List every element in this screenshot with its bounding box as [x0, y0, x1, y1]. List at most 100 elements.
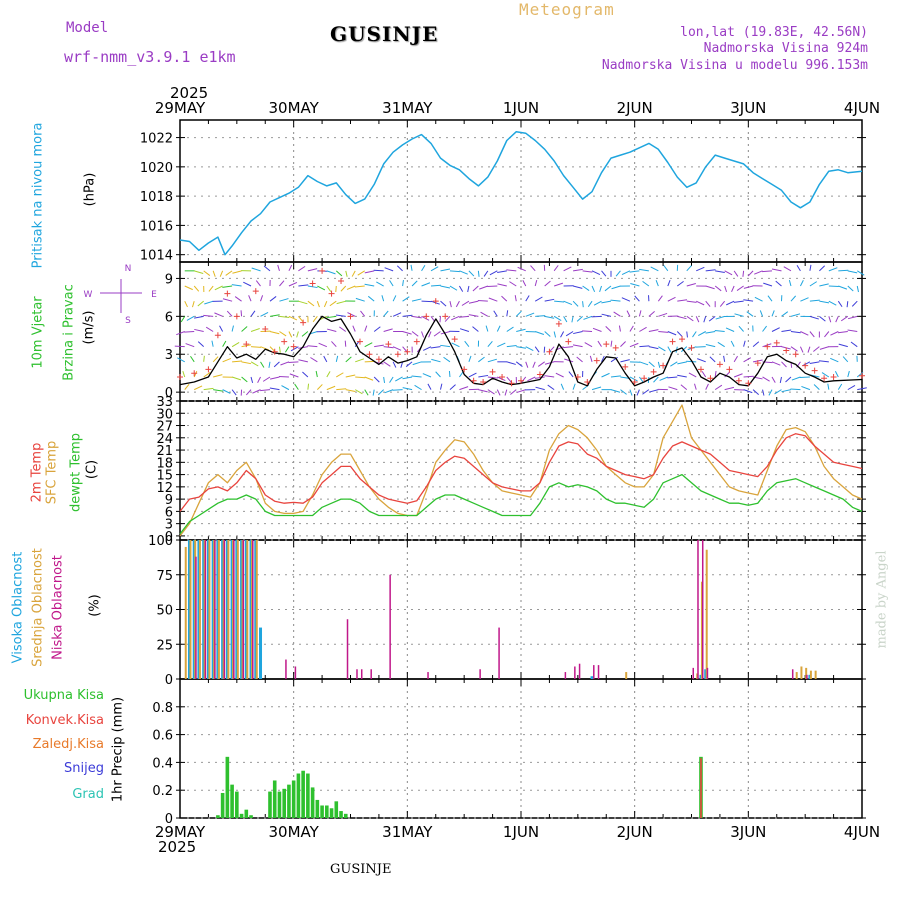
- wind-arrow: [197, 341, 205, 348]
- wind-arrow: [278, 346, 281, 353]
- wind-arrow: [847, 285, 854, 292]
- wind-gust-marker: [177, 373, 183, 380]
- wind-arrow: [535, 315, 546, 317]
- wind-arrow: [835, 316, 839, 323]
- wind-arrow: [346, 285, 356, 290]
- wind-arrow: [402, 296, 410, 302]
- temp-ytick-label: 27: [156, 420, 173, 435]
- wind-arrow: [458, 315, 469, 318]
- precip-total-bar: [220, 792, 225, 818]
- wind-arrow: [440, 268, 451, 272]
- low-cloud-bar: [479, 669, 481, 679]
- mid-cloud-bar: [246, 540, 249, 679]
- wind-arrow: [547, 384, 555, 391]
- wind-gust-marker: [688, 344, 695, 351]
- low-cloud-bar: [806, 674, 808, 679]
- wind-arrow: [384, 389, 394, 394]
- wind-arrow: [705, 331, 716, 334]
- wind-arrow: [402, 376, 413, 380]
- wind-arrow: [521, 376, 527, 383]
- low-cloud-bar: [214, 540, 216, 679]
- temp-ytick-label: 6: [165, 505, 173, 520]
- wind-arrow: [715, 315, 725, 320]
- wind-arrow: [487, 340, 493, 347]
- wind-gust-marker: [669, 338, 676, 345]
- wind-arrow: [620, 389, 627, 395]
- wind-arrow: [629, 389, 633, 396]
- wind-arrow: [754, 296, 763, 302]
- wind-arrow: [307, 300, 315, 307]
- wind-arrow: [440, 300, 447, 307]
- wind-arrow: [326, 285, 332, 292]
- wind-arrow: [582, 270, 593, 273]
- wind-arrow: [686, 300, 697, 303]
- wind-arrow: [597, 340, 602, 347]
- wind-arrow: [219, 325, 224, 332]
- wind-arrow: [212, 356, 219, 363]
- wind-arrow: [245, 389, 252, 396]
- wind-arrow: [205, 326, 214, 332]
- low-cloud-bar: [242, 540, 245, 679]
- precip-ytick-label: 0.6: [152, 729, 173, 744]
- wind-arrow: [525, 361, 529, 368]
- wind-arrow: [335, 270, 343, 277]
- precip-ytick-label: 0.4: [152, 756, 173, 771]
- wind-arrow: [610, 299, 621, 302]
- wind-arrow: [771, 376, 776, 383]
- wind-arrow: [307, 285, 318, 289]
- high-cloud-bar: [590, 676, 594, 679]
- wind-arrow: [364, 342, 373, 348]
- wind-arrow: [464, 340, 470, 347]
- wind-arrow: [648, 361, 655, 368]
- wind-arrow: [771, 361, 781, 366]
- wind-gust-marker: [480, 379, 487, 386]
- year-bottom: 2025: [158, 838, 197, 856]
- wind-arrow: [576, 356, 583, 363]
- wind-arrow: [347, 312, 356, 317]
- wind-gust-marker: [660, 362, 667, 369]
- wind-arrow: [257, 376, 261, 383]
- wind-arrow: [629, 270, 640, 273]
- wind-arrow: [318, 342, 328, 348]
- wind-arrow: [813, 384, 820, 390]
- wind-arrow: [364, 376, 374, 381]
- wind-arrow: [449, 270, 460, 273]
- wind-arrow: [269, 296, 277, 302]
- low-cloud-bar: [498, 627, 500, 679]
- meteogram-title: Meteogram: [519, 0, 615, 19]
- wind-arrow: [487, 376, 498, 379]
- wind-arrow: [345, 356, 352, 363]
- wind-arrow: [273, 361, 280, 368]
- wind-arrow: [506, 376, 512, 383]
- wind-arrow: [516, 328, 526, 332]
- wind-gust-marker: [859, 372, 865, 379]
- wind-arrow: [364, 325, 368, 332]
- wind-arrow: [544, 331, 551, 337]
- wind-arrow: [225, 270, 233, 276]
- wind-arrow: [459, 270, 468, 275]
- wind-gust-marker: [347, 313, 354, 320]
- wind-arrow: [392, 312, 402, 317]
- wind-arrow: [444, 315, 451, 322]
- wind-arrow: [618, 325, 621, 332]
- wind-arrow: [449, 384, 456, 391]
- t2m-line: [179, 433, 863, 512]
- wind-arrow: [708, 315, 716, 322]
- temp-ytick-label: 21: [156, 444, 173, 459]
- pressure-ytick-label: 1020: [140, 161, 173, 176]
- wind-arrow: [214, 312, 223, 317]
- x-label-bottom: 31MAY: [382, 823, 433, 841]
- wind-arrow: [440, 331, 451, 335]
- wind-arrow: [788, 279, 792, 287]
- wind-arrow: [288, 281, 298, 287]
- wind-arrow: [260, 346, 270, 351]
- precip-total-bar: [239, 813, 244, 818]
- wind-arrow: [312, 316, 318, 323]
- wind-arrow: [847, 270, 858, 274]
- wind-gust-marker: [745, 380, 752, 387]
- pressure-series-line: [179, 130, 863, 256]
- wind-arrow: [610, 389, 621, 393]
- precip-ytick-label: 0.8: [152, 701, 173, 716]
- wind-arrow: [809, 361, 820, 364]
